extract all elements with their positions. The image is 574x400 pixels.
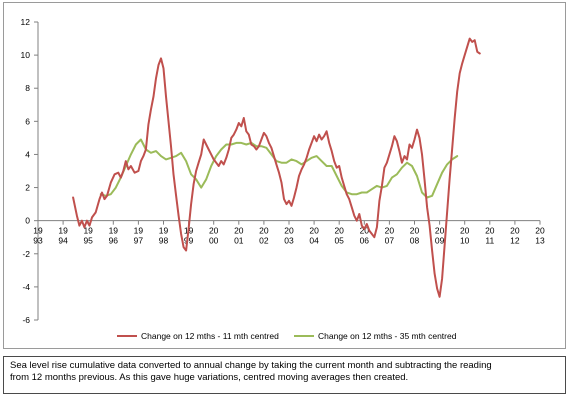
y-tick-label: -2	[22, 249, 30, 259]
y-axis: -6 -4 -2 0 2 4 6 8 10 12	[21, 17, 39, 325]
x-tick-label-year: 08	[410, 236, 420, 246]
x-tick-label-century: 19	[159, 226, 169, 236]
x-tick-label-century: 20	[485, 226, 495, 236]
y-tick-label: 4	[25, 149, 30, 159]
x-tick-label-year: 98	[159, 236, 169, 246]
x-tick-label-century: 20	[209, 226, 219, 236]
y-tick-label: -6	[22, 315, 30, 325]
x-tick-label-century: 19	[58, 226, 68, 236]
y-tick-label: 2	[25, 183, 30, 193]
chart-frame: -6 -4 -2 0 2 4 6 8 10 12 19 93 19 94 19 95 19 96 19 97 19 98…	[3, 2, 566, 349]
x-tick-label-year: 00	[209, 236, 219, 246]
legend-label: Change on 12 mths - 11 mth centred	[141, 331, 279, 341]
series-line-red-11mth	[72, 37, 481, 298]
x-tick-label-year: 95	[83, 236, 93, 246]
x-tick-label-century: 20	[360, 226, 370, 236]
caption-line-2: from 12 months previous. As this gave hu…	[10, 372, 409, 383]
x-tick-label-century: 20	[334, 226, 344, 236]
x-tick-label-century: 20	[259, 226, 269, 236]
x-tick-label-century: 20	[435, 226, 445, 236]
x-tick-label-century: 20	[385, 226, 395, 236]
x-tick-label-century: 20	[410, 226, 420, 236]
x-tick-label-century: 19	[33, 226, 43, 236]
y-tick-label: 12	[21, 17, 31, 27]
x-tick-label-year: 02	[259, 236, 269, 246]
y-tick-label: 8	[25, 83, 30, 93]
x-tick-label-year: 07	[385, 236, 395, 246]
legend-label: Change on 12 mths - 35 mth centred	[318, 331, 457, 341]
x-tick-label-year: 11	[485, 236, 494, 246]
x-tick-label-century: 19	[109, 226, 119, 236]
x-tick-label-year: 96	[109, 236, 119, 246]
x-tick-label-year: 06	[360, 236, 370, 246]
series-line-green-35mth	[99, 138, 459, 199]
x-tick-label-century: 20	[510, 226, 520, 236]
x-tick-label-century: 19	[83, 226, 93, 236]
x-axis: 1993199419951996199719981999200020012002…	[33, 220, 545, 246]
x-tick-label-year: 13	[535, 236, 545, 246]
x-tick-label-year: 94	[58, 236, 68, 246]
caption-box: Sea level rise cumulative data converted…	[3, 356, 566, 394]
y-tick-label: 10	[21, 50, 31, 60]
x-tick-label-year: 10	[460, 236, 470, 246]
x-tick-label-century: 20	[234, 226, 244, 236]
y-tick-label: 6	[25, 116, 30, 126]
x-tick-label-year: 05	[334, 236, 344, 246]
x-tick-label-year: 09	[435, 236, 445, 246]
y-tick-label: -4	[22, 282, 30, 292]
x-tick-label-year: 93	[33, 236, 43, 246]
x-tick-label-century: 20	[535, 226, 545, 236]
x-tick-label-year: 03	[284, 236, 294, 246]
series-lines	[72, 37, 481, 298]
x-tick-label-year: 99	[184, 236, 194, 246]
x-tick-label-century: 19	[134, 226, 144, 236]
x-tick-label-year: 12	[510, 236, 520, 246]
y-tick-label: 0	[25, 216, 30, 226]
x-tick-label-year: 04	[309, 236, 319, 246]
x-tick-label-year: 97	[134, 236, 144, 246]
x-tick-label-century: 20	[309, 226, 319, 236]
legend: Change on 12 mths - 11 mth centred Change…	[117, 331, 457, 341]
x-tick-label-century: 20	[284, 226, 294, 236]
x-tick-label-century: 20	[460, 226, 470, 236]
x-tick-label-year: 01	[234, 236, 244, 246]
caption-line-1: Sea level rise cumulative data converted…	[10, 360, 492, 371]
